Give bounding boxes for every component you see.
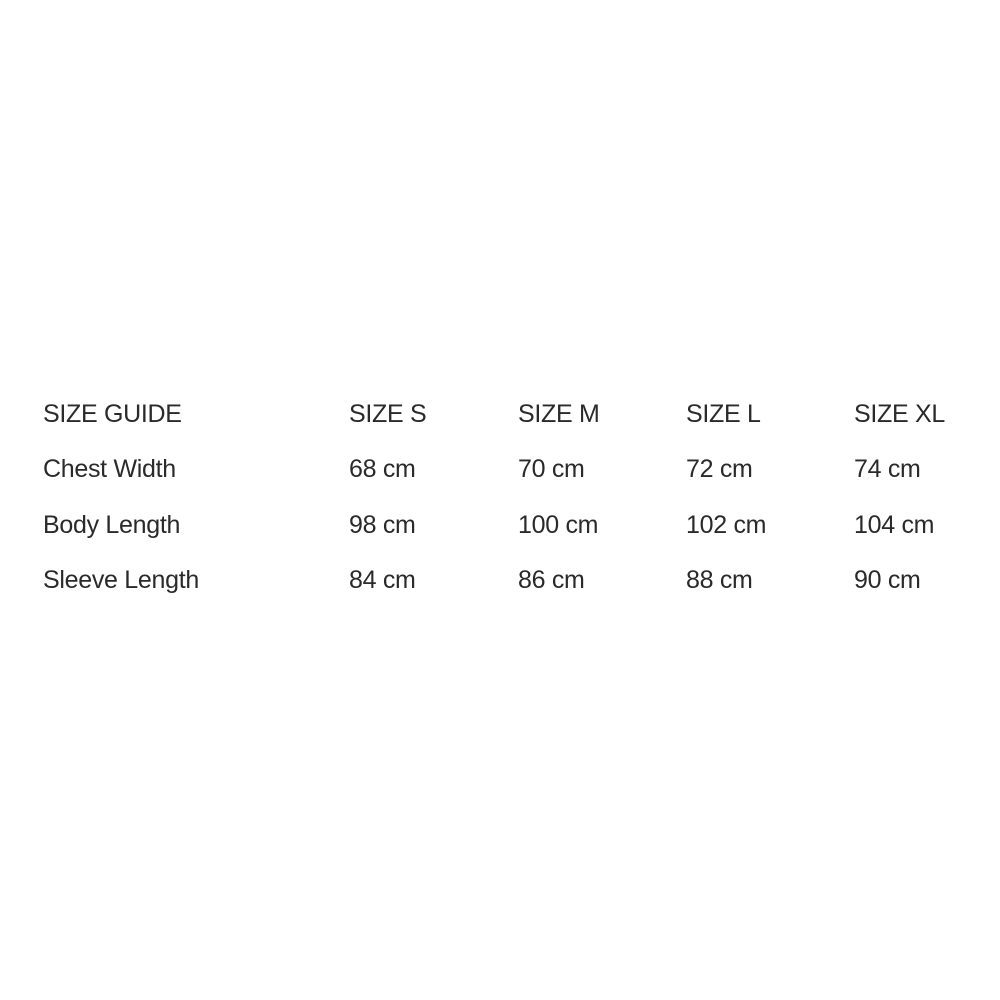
table-cell: 104 cm (854, 511, 935, 539)
table-cell: 86 cm (518, 566, 585, 594)
row-label: Body Length (43, 511, 181, 539)
header-cell: SIZE L (686, 400, 761, 428)
table-cell: 74 cm (854, 455, 921, 483)
table-cell: 88 cm (686, 566, 753, 594)
table-row: Body Length 98 cm 100 cm 102 cm 104 cm (0, 505, 1000, 545)
table-cell: 100 cm (518, 511, 599, 539)
table-row: Chest Width 68 cm 70 cm 72 cm 74 cm (0, 449, 1000, 489)
header-cell: SIZE M (518, 400, 600, 428)
table-cell: 102 cm (686, 511, 767, 539)
row-label: Sleeve Length (43, 566, 199, 594)
header-cell: SIZE S (349, 400, 427, 428)
table-cell: 70 cm (518, 455, 585, 483)
header-cell: SIZE GUIDE (43, 400, 182, 428)
table-cell: 72 cm (686, 455, 753, 483)
table-cell: 84 cm (349, 566, 416, 594)
row-label: Chest Width (43, 455, 176, 483)
table-cell: 98 cm (349, 511, 416, 539)
header-cell: SIZE XL (854, 400, 945, 428)
table-header-row: SIZE GUIDE SIZE S SIZE M SIZE L SIZE XL (0, 394, 1000, 434)
table-cell: 90 cm (854, 566, 921, 594)
table-cell: 68 cm (349, 455, 416, 483)
table-row: Sleeve Length 84 cm 86 cm 88 cm 90 cm (0, 560, 1000, 600)
